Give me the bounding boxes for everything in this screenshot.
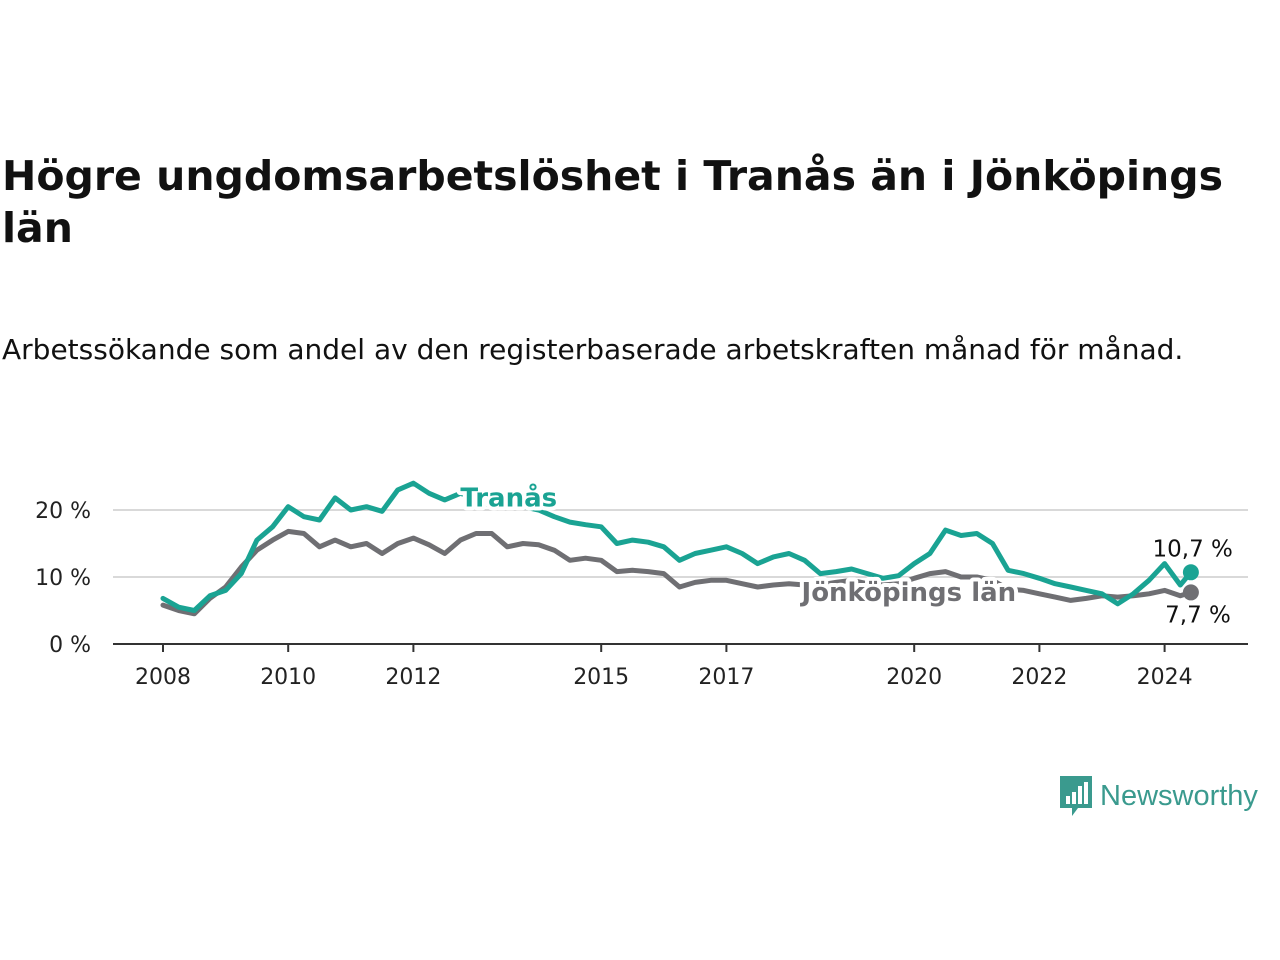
chart-subtitle: Arbetssökande som andel av den registerb… <box>2 333 1184 366</box>
x-tick-label: 2024 <box>1137 665 1193 690</box>
x-tick-label: 2008 <box>135 665 191 690</box>
series-endpoint-jonkopings-lan <box>1182 584 1199 601</box>
newsworthy-logo: Newsworthy <box>1058 774 1258 818</box>
x-tick-label: 2022 <box>1011 665 1067 690</box>
series-label-jonkopings-lan: Jönköpings län <box>800 578 1017 608</box>
series-endpoint-tranas <box>1182 564 1199 581</box>
x-tick-label: 2012 <box>385 665 441 690</box>
y-tick-label: 10 % <box>35 566 91 591</box>
series-lines <box>160 480 1199 617</box>
x-tick-label: 2015 <box>573 665 629 690</box>
end-value-label-jonkopings-lan: 7,7 % <box>1165 602 1231 628</box>
line-chart: 0 % 10 % 20 % 2008 2010 2012 2015 2017 2020 2022 2… <box>35 478 1248 690</box>
y-tick-label: 0 % <box>49 633 91 658</box>
series-line-tranas <box>160 480 1194 613</box>
end-value-label-tranas: 10,7 % <box>1153 536 1233 562</box>
y-tick-label: 20 % <box>35 499 91 524</box>
axes: 0 % 10 % 20 % 2008 2010 2012 2015 2017 2020 2022 2… <box>35 499 1248 690</box>
brand-name: Newsworthy <box>1100 779 1258 812</box>
x-tick-label: 2017 <box>698 665 754 690</box>
gridlines <box>113 509 1248 578</box>
x-tick-label: 2010 <box>260 665 316 690</box>
series-labels: Tranås Jönköpings län 10,7 % 7,7 % <box>456 478 1233 629</box>
bar-chart-logo-icon <box>1060 776 1092 816</box>
series-label-tranas: Tranås <box>460 482 557 514</box>
x-tick-label: 2020 <box>886 665 942 690</box>
chart-title: Högre ungdomsarbetslöshet i Tranås än i … <box>2 152 1223 252</box>
series-line-jonkopings-lan <box>160 528 1194 617</box>
